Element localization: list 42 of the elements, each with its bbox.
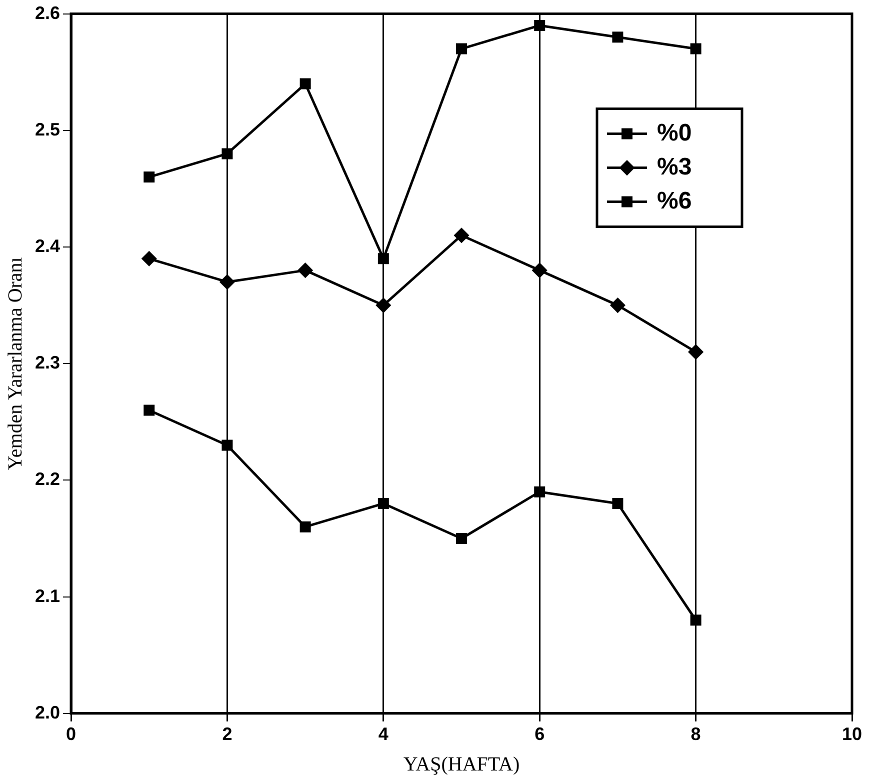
point [532, 263, 547, 278]
point [300, 521, 311, 532]
y-tick-label: 2.2 [34, 469, 60, 490]
legend-label: %3 [657, 153, 692, 180]
legend-label: %0 [657, 119, 692, 146]
point [378, 498, 389, 510]
x-tick-label: 10 [842, 724, 862, 744]
x-tick-label: 6 [534, 724, 545, 744]
point [534, 486, 546, 498]
x-tick-label: 0 [66, 724, 76, 744]
x-tick-label: 2 [222, 724, 232, 744]
point [456, 43, 468, 54]
point [222, 440, 233, 451]
point [220, 274, 234, 290]
point [612, 498, 624, 510]
point [142, 251, 156, 266]
point [376, 298, 391, 313]
y-axis-title: Yemden Yararlanma Oranı [4, 256, 26, 470]
point [378, 253, 389, 264]
point [534, 20, 546, 31]
y-tick-label: 2.6 [34, 2, 60, 23]
y-tick-label: 2.3 [34, 352, 60, 373]
point [690, 614, 702, 626]
point [298, 263, 313, 278]
y-tick-label: 2.0 [34, 702, 60, 722]
point [454, 228, 469, 243]
point [144, 404, 155, 416]
legend-label: %6 [657, 187, 692, 214]
point [300, 78, 311, 90]
point [612, 32, 624, 43]
point [690, 43, 702, 54]
x-axis-title: YAŞ(HAFTA) [403, 753, 520, 776]
y-tick-label: 2.1 [34, 586, 60, 606]
point [222, 148, 233, 160]
y-tick-label: 2.5 [34, 119, 60, 140]
point [610, 298, 625, 313]
y-tick-label: 2.4 [34, 236, 60, 256]
x-tick-label: 4 [378, 724, 388, 744]
x-tick-label: 8 [690, 724, 701, 744]
point [144, 172, 155, 183]
point [688, 344, 704, 360]
point [456, 533, 468, 544]
